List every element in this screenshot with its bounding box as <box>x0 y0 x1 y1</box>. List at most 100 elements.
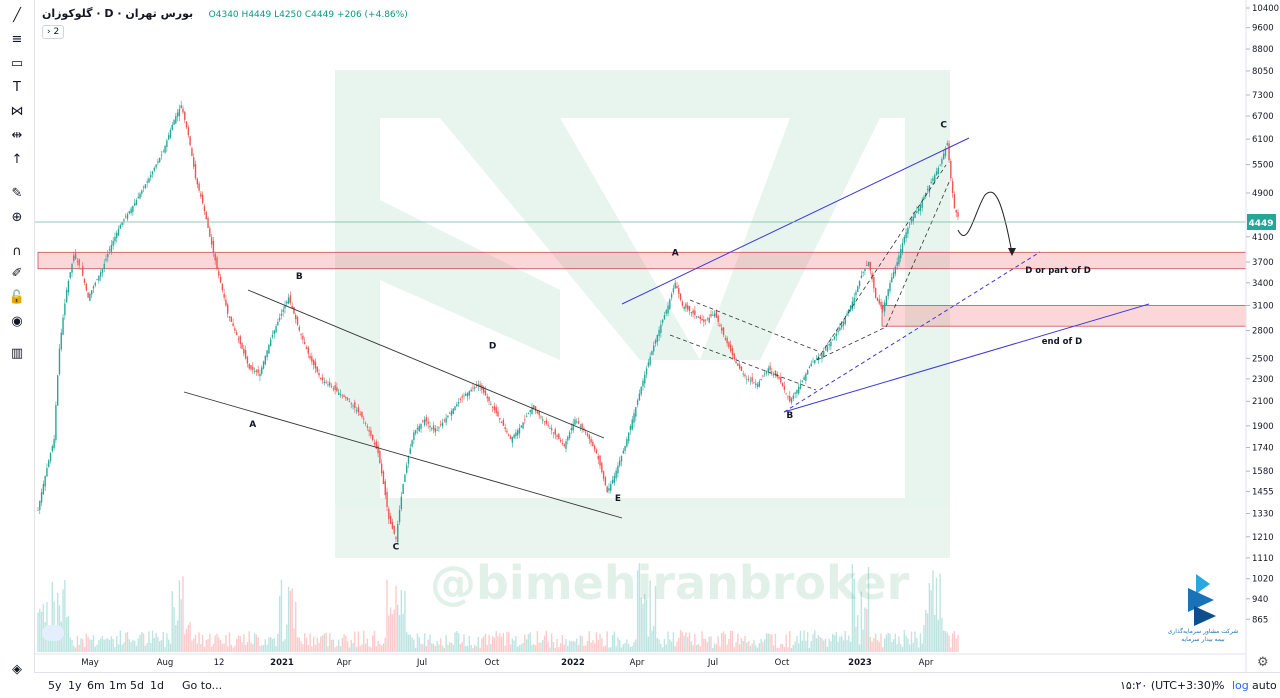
volume-bar <box>798 643 800 652</box>
trend-lines[interactable] <box>183 137 1150 519</box>
volume-bar <box>670 641 673 652</box>
candle-body <box>799 384 802 389</box>
percent-toggle[interactable]: % <box>1214 679 1225 692</box>
volume-bar <box>375 646 377 652</box>
volume-bar <box>817 635 820 652</box>
pattern-icon[interactable]: ⋈ <box>10 104 24 119</box>
arrow-icon[interactable]: ↑ <box>11 152 23 167</box>
candle-body <box>588 435 590 440</box>
prediction-icon[interactable]: ⇹ <box>11 128 23 143</box>
volume-bar <box>62 589 64 652</box>
price-tick-label: 6700 <box>1252 112 1274 122</box>
volume-bar <box>647 636 650 652</box>
candlesticks <box>37 100 959 544</box>
range-5d-button[interactable]: 5d <box>130 679 144 692</box>
candle-body <box>373 442 376 445</box>
ruler-icon[interactable]: ✎ <box>11 186 23 201</box>
candle-body <box>425 417 428 422</box>
candle-body <box>765 370 768 374</box>
volume-bar <box>542 640 544 652</box>
candle-body <box>563 444 565 447</box>
interval[interactable]: D <box>104 7 114 20</box>
volume-bar <box>420 643 422 652</box>
trend-line-icon[interactable]: ╱ <box>13 8 21 23</box>
settings-gear-icon[interactable]: ⚙ <box>1257 655 1269 670</box>
candle-body <box>522 422 524 429</box>
fib-icon[interactable]: ≡ <box>11 32 23 47</box>
volume-bar <box>214 635 216 652</box>
range-1m-button[interactable]: 1m <box>109 679 127 692</box>
layers-icon[interactable]: ◈ <box>12 662 22 677</box>
volume-bar <box>150 643 152 652</box>
candle-body <box>314 361 317 369</box>
goto-button[interactable]: Go to... <box>182 679 223 692</box>
indicators-toggle-button[interactable]: › 2 <box>42 25 65 39</box>
range-6m-button[interactable]: 6m <box>87 679 105 692</box>
volume-bar <box>592 640 594 652</box>
volume-bar <box>678 637 680 652</box>
candle-body <box>948 143 950 161</box>
volume-bar <box>65 617 68 652</box>
candle-body <box>377 445 379 454</box>
eye-icon[interactable]: ◉ <box>11 314 23 329</box>
candle-body <box>706 318 709 320</box>
volume-bar <box>585 645 587 652</box>
range-5y-button[interactable]: 5y <box>48 679 62 692</box>
candle-body <box>932 178 934 181</box>
lock-drawing-icon[interactable]: ✐ <box>11 266 23 281</box>
volume-bar <box>160 639 163 652</box>
brand-caption-1: شرکت مشاور سرمایه‌گذاری <box>1167 628 1239 635</box>
volume-bar <box>382 643 385 652</box>
candle-body <box>416 428 419 430</box>
volume-bar <box>826 646 829 652</box>
timezone-label[interactable]: ۱۵:۲۰ (UTC+3:30) <box>1120 679 1216 692</box>
time-axis[interactable]: May Aug 12 2021 Apr Jul Oct 2022 Apr Jul Oct 2023 Ap… <box>34 653 1246 668</box>
range-1d-button[interactable]: 1d <box>150 679 164 692</box>
candle-body <box>137 196 139 199</box>
candle-body <box>296 317 299 325</box>
volume-bar <box>418 637 420 652</box>
candle-body <box>688 306 691 311</box>
candle-body <box>651 351 653 355</box>
text-icon[interactable]: T <box>13 80 21 95</box>
range-1y-button[interactable]: 1y <box>68 679 82 692</box>
volume-bar <box>672 632 675 652</box>
zoom-icon[interactable]: ⊕ <box>11 210 23 225</box>
candle-body <box>905 232 907 239</box>
magnet-icon[interactable]: ∩ <box>12 244 22 259</box>
wave-label: D <box>489 342 496 352</box>
candle-body <box>654 340 657 344</box>
candle-body <box>194 163 197 179</box>
volume-bar <box>726 644 728 652</box>
candle-body <box>461 396 463 398</box>
lock-icon[interactable]: 🔓 <box>8 290 26 305</box>
tradingview-logo[interactable] <box>42 625 64 641</box>
candle-body <box>579 425 582 427</box>
candle-body <box>610 483 612 491</box>
candle-body <box>427 421 429 424</box>
candle-body <box>549 428 551 429</box>
volume-bar <box>556 638 558 652</box>
brand-caption-2: بیمه بیدار سرمایه <box>1181 636 1225 643</box>
log-toggle[interactable]: log <box>1232 679 1249 692</box>
trend-line <box>689 299 821 353</box>
volume-bar <box>622 644 624 652</box>
candle-body <box>193 157 195 167</box>
volume-bar <box>296 637 299 652</box>
volume-bar <box>524 634 526 652</box>
candle-body <box>287 297 290 304</box>
candle-body <box>701 318 703 321</box>
symbol-name[interactable]: گلوکوزان <box>42 7 93 20</box>
volume-bar <box>513 640 515 652</box>
price-tick-label: 4900 <box>1252 189 1274 199</box>
trash-icon[interactable]: ▥ <box>10 346 24 361</box>
rectangle-icon[interactable]: ▭ <box>10 56 24 71</box>
auto-toggle[interactable]: auto <box>1252 679 1277 692</box>
candle-body <box>155 164 157 168</box>
time-tick-label: Oct <box>485 658 500 668</box>
candle-body <box>789 396 791 402</box>
candle-body <box>447 415 449 418</box>
price-axis[interactable]: 10400 9600 8800 8050 7300 6700 6100 5500 4900 410… <box>1245 0 1279 672</box>
candle-body <box>205 211 207 220</box>
